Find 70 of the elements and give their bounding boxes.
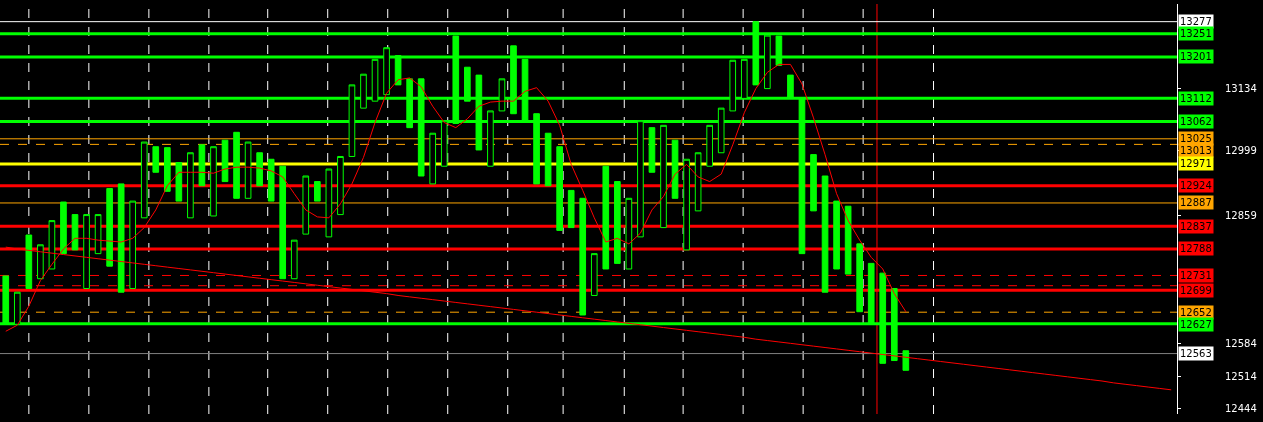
- candlestick: [175, 162, 183, 202]
- candlestick: [856, 243, 863, 313]
- candlestick: [244, 141, 252, 199]
- candlestick: [198, 144, 206, 187]
- candlestick: [279, 165, 287, 280]
- ref-line-label: 13112: [1180, 93, 1212, 104]
- candlestick: [810, 154, 817, 212]
- ref-line-label: 12731: [1180, 270, 1212, 281]
- candlestick: [706, 124, 713, 167]
- y-tick-label: 12514: [1225, 370, 1257, 382]
- ref-line-label: 13062: [1180, 116, 1212, 127]
- candlestick: [625, 197, 633, 270]
- candlestick: [187, 152, 194, 219]
- candlestick: [256, 152, 263, 187]
- candlestick: [210, 146, 217, 217]
- ref-line-label: 12699: [1180, 285, 1212, 296]
- candlestick: [163, 147, 171, 192]
- candlestick: [579, 197, 587, 316]
- candlestick: [25, 234, 33, 289]
- candlestick: [660, 124, 667, 229]
- y-tick-label: 12584: [1225, 338, 1257, 350]
- ref-line-label: 13013: [1180, 145, 1212, 156]
- ref-line-label: 13251: [1180, 28, 1212, 39]
- candlestick: [614, 181, 621, 264]
- ref-line-label: 13277: [1180, 16, 1212, 27]
- candlestick: [233, 131, 240, 199]
- candlestick: [337, 155, 344, 216]
- ref-line-label: 12652: [1180, 307, 1212, 318]
- candlestick: [302, 175, 310, 235]
- candlestick: [902, 350, 910, 371]
- candlestick: [821, 175, 829, 293]
- candlestick: [83, 214, 90, 289]
- y-tick-label: 13134: [1225, 82, 1257, 94]
- candlestick: [429, 132, 437, 185]
- candlestick: [129, 200, 137, 289]
- candlestick: [833, 200, 840, 270]
- candlestick: [683, 158, 690, 251]
- candlestick: [314, 181, 321, 202]
- ref-line-label: 13025: [1180, 133, 1212, 144]
- candlestick: [590, 253, 598, 296]
- candlestick: [544, 132, 552, 187]
- candlestick: [671, 139, 679, 199]
- ref-line-label: 13201: [1180, 51, 1212, 62]
- candlestick: [117, 183, 125, 293]
- candlestick: [267, 158, 275, 202]
- candlestick: [37, 244, 44, 280]
- candlestick: [106, 188, 113, 267]
- candlestick: [48, 220, 56, 270]
- candlestick: [602, 165, 610, 270]
- candlestick: [567, 189, 575, 229]
- y-tick-label: 12859: [1225, 210, 1257, 222]
- candlestick: [648, 127, 656, 173]
- candlestick: [325, 168, 333, 238]
- candlestick: [94, 214, 102, 255]
- ref-line-label: 12788: [1180, 243, 1212, 254]
- ref-line-label: 12627: [1180, 319, 1212, 330]
- y-tick-label: 12444: [1225, 403, 1257, 415]
- candlestick: [556, 146, 563, 231]
- candlestick: [152, 146, 160, 173]
- candlestick: [60, 201, 67, 255]
- candlestick: [694, 152, 702, 212]
- ref-line-label: 12924: [1180, 180, 1212, 191]
- ref-line-label: 12971: [1180, 158, 1212, 169]
- candlestick: [290, 239, 298, 280]
- y-tick-label: 12999: [1225, 145, 1257, 157]
- candlestick: [140, 141, 148, 219]
- candlestick: [844, 205, 852, 275]
- ref-line-label: 12887: [1180, 197, 1212, 208]
- ref-line-label: 12563: [1180, 348, 1212, 359]
- ref-line-label: 12837: [1180, 221, 1212, 232]
